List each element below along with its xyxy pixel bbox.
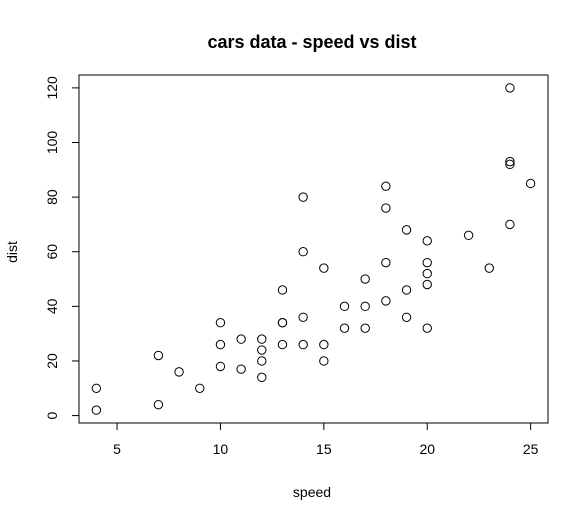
data-point [484,263,494,273]
y-tick-label: 100 [44,131,60,155]
data-point [277,318,288,328]
data-point [422,323,432,333]
data-point [257,372,267,383]
data-point [422,268,432,279]
y-tick-label: 80 [44,189,60,205]
data-point [360,301,370,312]
data-point [174,367,184,377]
data-point [381,257,391,268]
data-point [381,296,391,306]
chart-title: cars data - speed vs dist [207,32,416,52]
data-point [401,312,412,322]
x-axis-label: speed [293,484,331,500]
data-points [91,83,536,415]
x-tick-label: 20 [419,441,435,457]
y-tick-label: 0 [44,411,60,419]
y-axis-label: dist [4,241,20,263]
x-axis: 5 10 15 20 25 [113,422,539,457]
y-tick-label: 60 [44,244,60,260]
y-tick-label: 40 [44,298,60,314]
data-point [463,230,474,241]
y-tick-label: 20 [44,353,60,369]
data-point [505,159,515,170]
data-point [91,383,102,393]
data-point [505,83,515,93]
y-tick-label: 120 [44,76,60,100]
data-point [505,156,515,167]
data-point [257,334,267,344]
data-point [319,339,329,350]
data-point [298,312,308,322]
data-point [381,203,391,213]
plot-area-frame [78,74,549,424]
data-point [277,285,288,295]
data-point [298,247,308,257]
data-point [381,181,391,191]
data-point [215,339,226,350]
x-tick-label: 5 [113,441,121,457]
data-point [360,323,370,333]
x-tick-label: 15 [316,441,332,457]
data-point [319,356,329,366]
data-point [422,236,432,246]
data-point [257,345,267,355]
data-point [339,323,350,333]
data-point [505,219,515,230]
data-point [91,405,102,415]
data-point [401,225,412,235]
data-point [422,257,432,268]
x-tick-label: 25 [523,441,539,457]
data-point [153,350,164,361]
data-point [525,178,536,189]
x-tick-label: 10 [213,441,229,457]
data-point [215,318,226,328]
y-axis: 0 20 40 60 80 100 120 [44,76,80,419]
data-point [319,263,329,273]
data-point [401,285,412,295]
data-point [277,339,288,350]
data-point [257,356,267,366]
data-point [236,364,246,374]
data-point [360,274,370,284]
data-point [153,399,164,410]
data-point [236,334,246,344]
data-point [339,301,350,312]
data-point [195,383,205,393]
data-point [422,279,432,290]
data-point [215,361,226,372]
data-point [298,339,308,350]
data-point [298,192,308,202]
